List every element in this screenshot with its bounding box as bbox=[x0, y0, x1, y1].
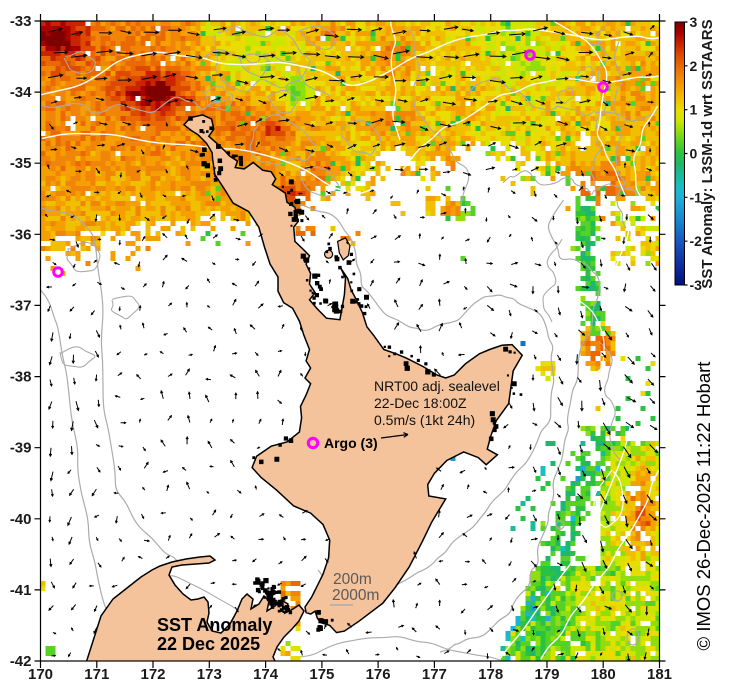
svg-text:-40: -40 bbox=[10, 511, 32, 528]
svg-text:-38: -38 bbox=[10, 369, 32, 386]
svg-text:-33: -33 bbox=[10, 13, 32, 30]
svg-text:178: 178 bbox=[478, 666, 503, 683]
svg-text:179: 179 bbox=[534, 666, 559, 683]
svg-text:171: 171 bbox=[84, 666, 109, 683]
svg-text:-42: -42 bbox=[10, 653, 32, 670]
svg-text:22-Dec 18:00Z: 22-Dec 18:00Z bbox=[374, 395, 467, 411]
svg-text:200m: 200m bbox=[333, 571, 372, 588]
svg-text:-35: -35 bbox=[10, 155, 32, 172]
svg-text:0: 0 bbox=[690, 146, 698, 162]
svg-text:3: 3 bbox=[690, 14, 698, 30]
svg-text:174: 174 bbox=[253, 666, 279, 683]
svg-text:172: 172 bbox=[140, 666, 165, 683]
svg-text:-2: -2 bbox=[690, 233, 703, 249]
svg-text:-39: -39 bbox=[10, 440, 32, 457]
svg-text:NRT00 adj. sealevel: NRT00 adj. sealevel bbox=[374, 378, 500, 394]
svg-text:170: 170 bbox=[28, 666, 53, 683]
svg-text:-1: -1 bbox=[690, 189, 703, 205]
svg-text:181: 181 bbox=[647, 666, 672, 683]
svg-text:-41: -41 bbox=[10, 582, 32, 599]
svg-text:-36: -36 bbox=[10, 226, 32, 243]
svg-text:SST Anomaly: L3SM-1d wrt SSTAA: SST Anomaly: L3SM-1d wrt SSTAARS bbox=[699, 19, 716, 288]
svg-text:176: 176 bbox=[366, 666, 391, 683]
svg-text:2000m: 2000m bbox=[332, 587, 379, 604]
svg-text:-34: -34 bbox=[10, 84, 32, 101]
svg-text:180: 180 bbox=[591, 666, 616, 683]
svg-text:SST Anomaly: SST Anomaly bbox=[157, 615, 272, 635]
svg-text:1: 1 bbox=[690, 102, 698, 118]
svg-text:173: 173 bbox=[197, 666, 222, 683]
svg-text:22 Dec 2025: 22 Dec 2025 bbox=[157, 634, 260, 654]
svg-text:-3: -3 bbox=[690, 277, 703, 293]
svg-text:177: 177 bbox=[422, 666, 447, 683]
svg-text:2: 2 bbox=[690, 58, 698, 74]
svg-text:© IMOS 26-Dec-2025 11:22 Hobar: © IMOS 26-Dec-2025 11:22 Hobart bbox=[693, 362, 714, 651]
svg-text:Argo (3): Argo (3) bbox=[324, 435, 378, 451]
svg-text:0.5m/s (1kt 24h): 0.5m/s (1kt 24h) bbox=[374, 412, 475, 428]
svg-text:175: 175 bbox=[309, 666, 334, 683]
svg-text:-37: -37 bbox=[10, 297, 32, 314]
